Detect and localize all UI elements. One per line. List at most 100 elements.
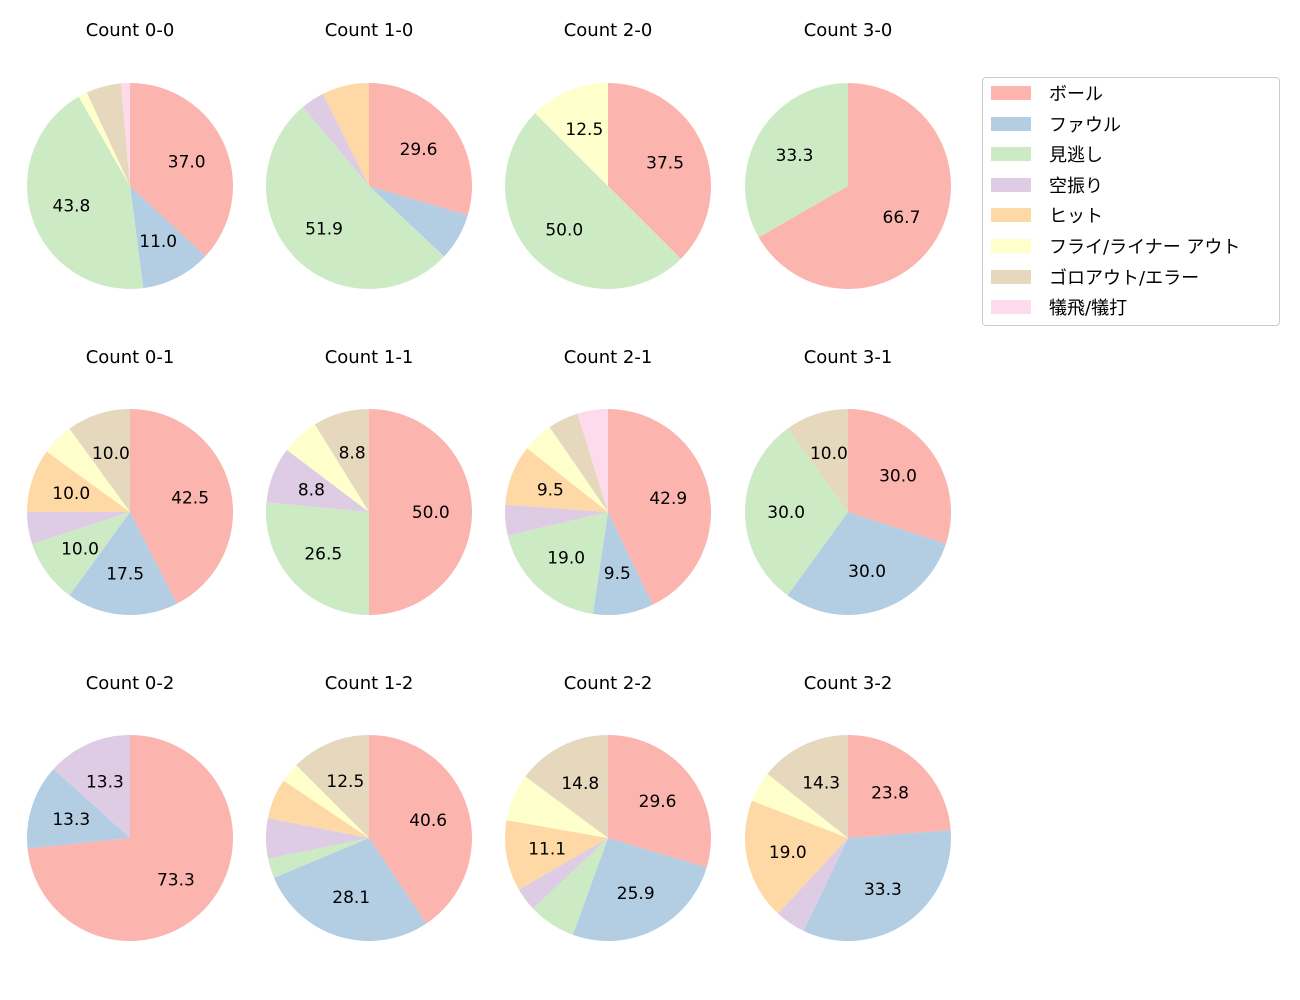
pie-slice-ファウル — [787, 512, 946, 615]
legend-label: ボール — [1049, 84, 1103, 105]
pie-chart: Count 2-2 29.6 25.9 11.1 14.8 — [504, 673, 711, 941]
pie-slice-フライ/ライナー アウト — [46, 428, 130, 512]
pie-slice-見逃し — [744, 83, 848, 238]
slice-label: 17.5 — [106, 565, 144, 585]
pie-title: Count 0-1 — [86, 347, 175, 368]
legend-swatch — [991, 239, 1031, 253]
slice-label: 30.0 — [848, 562, 886, 582]
slice-label: 37.0 — [168, 152, 206, 172]
legend-item: ゴロアウト/エラー — [991, 267, 1200, 289]
slice-label: 12.5 — [565, 120, 603, 140]
legend-label: ファウル — [1049, 114, 1121, 136]
pie-slice-ファウル — [592, 512, 653, 616]
pie-slice-空振り — [27, 512, 130, 544]
legend-item: 犠飛/犠打 — [991, 297, 1128, 320]
legend-label: 見逃し — [1049, 145, 1103, 167]
pie-chart: Count 2-1 42.9 9.5 19.0 9.5 — [505, 347, 711, 616]
slice-label: 43.8 — [53, 197, 91, 217]
pie-slice-見逃し — [266, 502, 369, 615]
pie-title: Count 2-0 — [564, 20, 653, 41]
legend-swatch — [991, 147, 1031, 162]
slice-label: 37.5 — [646, 153, 684, 173]
pie-slice-見逃し — [507, 512, 608, 614]
slice-label: 30.0 — [767, 503, 805, 523]
legend-item: フライ/ライナー アウト — [991, 236, 1241, 258]
pie-title: Count 3-0 — [804, 20, 893, 41]
pie-slice-フライ/ライナー アウト — [535, 83, 608, 186]
legend-swatch — [991, 116, 1031, 131]
pie-slice-ゴロアウト/エラー — [296, 735, 369, 838]
slice-label: 10.0 — [52, 484, 90, 504]
pie-slice-見逃し — [32, 512, 130, 596]
slice-label: 33.3 — [776, 146, 814, 166]
pie-slice-ボール — [369, 735, 473, 924]
slice-label: 8.8 — [339, 444, 366, 464]
pie-slice-ゴロアウト/エラー — [549, 413, 608, 512]
pie-slice-ゴロアウト/エラー — [314, 409, 369, 512]
pie-title: Count 0-2 — [86, 673, 175, 694]
legend-label: 犠飛/犠打 — [1049, 298, 1128, 320]
pie-slice-ファウル — [130, 186, 206, 289]
slice-label: 11.0 — [139, 232, 177, 252]
slice-label: 12.5 — [326, 772, 364, 792]
pie-slice-ボール — [848, 735, 951, 838]
pie-chart: Count 2-0 37.5 50.0 12.5 — [505, 20, 711, 289]
pie-slice-ボール — [27, 735, 234, 942]
pie-slice-フライ/ライナー アウト — [751, 773, 848, 838]
pie-slice-ボール — [758, 83, 951, 289]
legend-item: 見逃し — [991, 144, 1103, 167]
pie-slice-空振り — [302, 93, 369, 186]
pie-slice-見逃し — [268, 838, 369, 878]
slice-label: 9.5 — [537, 481, 564, 501]
pie-slice-ゴロアウト/エラー — [86, 83, 130, 186]
legend-item: ファウル — [991, 114, 1121, 136]
pie-slice-フライ/ライナー アウト — [283, 765, 369, 838]
pie-chart: Count 1-2 40.6 28.1 12.5 — [265, 673, 473, 942]
slice-label: 28.1 — [332, 888, 370, 908]
pie-slice-フライ/ライナー アウト — [506, 776, 608, 838]
slice-label: 14.8 — [561, 774, 599, 794]
pie-slice-ゴロアウト/エラー — [787, 409, 848, 512]
pie-slice-ファウル — [69, 512, 177, 615]
pie-slice-ボール — [608, 83, 711, 259]
slice-label: 30.0 — [879, 467, 917, 487]
legend-label: フライ/ライナー アウト — [1049, 237, 1241, 258]
slice-label: 73.3 — [157, 870, 195, 890]
slice-label: 66.7 — [883, 208, 921, 228]
pie-slice-空振り — [53, 735, 130, 838]
slice-label: 19.0 — [769, 843, 807, 863]
slice-label: 42.5 — [171, 489, 209, 509]
slice-label: 8.8 — [298, 481, 325, 501]
pie-title: Count 1-1 — [325, 347, 414, 368]
pie-slice-フライ/ライナー アウト — [286, 424, 369, 512]
pie-chart: Count 3-2 23.8 33.3 19.0 14.3 — [745, 673, 951, 941]
legend-label: ゴロアウト/エラー — [1049, 267, 1200, 289]
pie-slice-ゴロアウト/エラー — [525, 735, 608, 838]
slice-label: 13.3 — [52, 810, 90, 830]
pie-slice-ヒット — [745, 800, 848, 914]
pie-slice-フライ/ライナー アウト — [527, 427, 608, 512]
slice-label: 50.0 — [412, 503, 450, 523]
pie-slice-空振り — [505, 504, 608, 536]
pie-chart: Count 0-0 37.0 11.0 43.8 — [26, 20, 233, 290]
pie-slice-空振り — [266, 449, 369, 512]
pie-slice-ボール — [130, 409, 234, 604]
legend-label: ヒット — [1049, 206, 1103, 228]
pie-chart: Count 0-2 73.3 13.3 13.3 — [27, 673, 234, 942]
pie-slice-ヒット — [505, 448, 608, 512]
pie-slice-フライ/ライナー アウト — [78, 92, 130, 186]
slice-label: 26.5 — [304, 545, 342, 565]
slice-label: 51.9 — [305, 219, 343, 239]
pie-slice-ボール — [608, 735, 711, 868]
pie-slice-ボール — [608, 409, 711, 605]
slice-label: 29.6 — [400, 140, 438, 160]
pie-title: Count 3-2 — [804, 673, 893, 694]
pie-slice-ファウル — [27, 768, 131, 849]
slice-label: 23.8 — [871, 784, 909, 804]
pie-slice-ボール — [848, 409, 951, 544]
pie-title: Count 1-0 — [325, 20, 414, 41]
legend-item: ボール — [991, 83, 1103, 105]
pie-slice-ファウル — [572, 838, 707, 941]
pie-slice-見逃し — [745, 428, 848, 596]
